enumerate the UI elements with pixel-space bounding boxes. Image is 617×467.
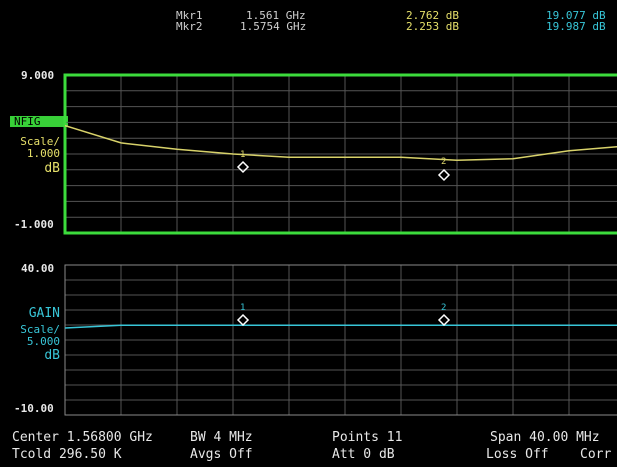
attenuation: Att 0 dB [332, 447, 395, 462]
bandwidth: BW 4 MHz [190, 430, 253, 445]
points: Points 11 [332, 430, 403, 445]
nf-top-scale: 9.000 [21, 69, 55, 82]
gain-top-scale: 40.00 [21, 262, 55, 275]
nf-marker-2-number: 2 [441, 157, 446, 167]
gain-scale-label: Scale/ [20, 323, 60, 336]
marker2-label: Mkr2 [176, 20, 203, 33]
gain-trace [64, 324, 617, 329]
gain-unit: dB [44, 348, 60, 363]
gain-panel-frame [64, 264, 617, 416]
center-frequency: Center 1.56800 GHz [12, 430, 153, 445]
gain-marker-1-number: 1 [240, 303, 245, 313]
gain-parameter-label: GAIN [28, 306, 60, 321]
nf-trace [64, 124, 617, 162]
gain-marker-1[interactable]: 1 [236, 303, 250, 327]
tcold: Tcold 296.50 K [12, 447, 122, 462]
gain-bottom-scale: -10.00 [14, 402, 54, 415]
gain-marker-2-number: 2 [441, 303, 446, 313]
span: Span 40.00 MHz [490, 430, 600, 445]
nf-unit: dB [44, 161, 60, 176]
marker1-nf-value: 2.762 dB [406, 9, 459, 22]
nf-scale-label: Scale/ [20, 135, 60, 148]
averages: Avgs Off [190, 447, 253, 462]
marker2-nf-value: 2.253 dB [406, 20, 459, 33]
marker1-gain-value: 19.077 dB [546, 9, 606, 22]
marker1-label: Mkr1 [176, 9, 203, 22]
nf-parameter-label: NFIG [10, 116, 68, 127]
nf-bottom-scale: -1.000 [14, 218, 54, 231]
nf-marker-1-number: 1 [240, 150, 245, 160]
nf-panel-frame [63, 73, 617, 235]
marker2-gain-value: 19.987 dB [546, 20, 606, 33]
gain-scale-value: 5.000 [26, 335, 60, 348]
marker2-frequency: 1.5754 GHz [240, 20, 307, 33]
correction: Corr [580, 447, 612, 462]
gain-marker-2[interactable]: 2 [437, 303, 451, 327]
loss-compensation: Loss Off [486, 447, 549, 462]
nf-marker-1[interactable]: 1 [236, 150, 250, 174]
nf-grid [65, 75, 617, 233]
gain-grid [65, 265, 617, 415]
nf-marker-2[interactable]: 2 [437, 157, 451, 182]
nf-scale-value: 1.000 [26, 147, 60, 160]
marker1-frequency: 1.561 GHz [246, 9, 306, 22]
